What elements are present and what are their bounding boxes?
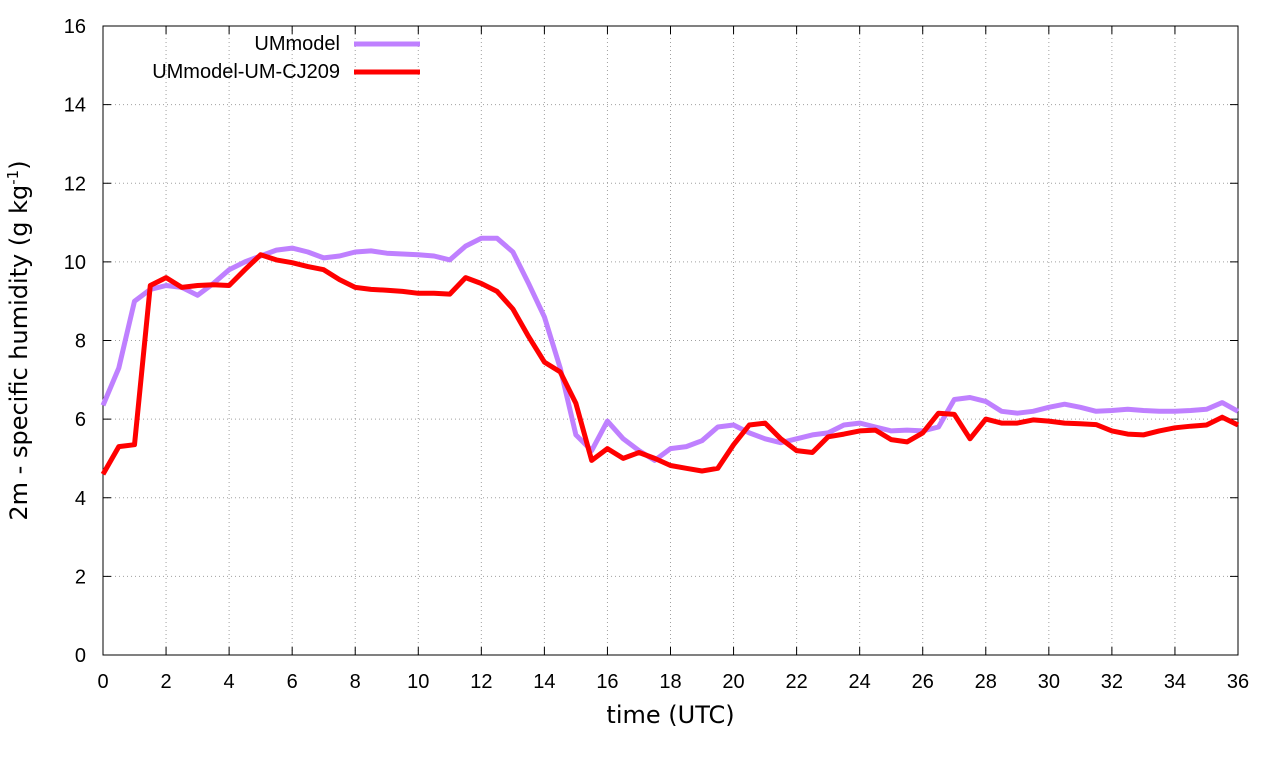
y-tick-label: 0 bbox=[75, 645, 86, 667]
x-tick-label: 12 bbox=[470, 671, 492, 693]
x-tick-label: 18 bbox=[659, 671, 681, 693]
x-tick-label: 8 bbox=[350, 671, 361, 693]
x-tick-label: 28 bbox=[975, 671, 997, 693]
y-tick-label: 10 bbox=[64, 252, 86, 274]
x-tick-label: 32 bbox=[1101, 671, 1123, 693]
ticks: 0 2 4 6 8 10 12 14 16 18 20 22 24 26 28 30 32 34 360246810… bbox=[64, 16, 1249, 693]
x-tick-label: 24 bbox=[849, 671, 871, 693]
x-tick-label: 36 bbox=[1227, 671, 1249, 693]
legend-label-ummodel: UMmodel bbox=[254, 33, 340, 55]
x-tick-label: 26 bbox=[912, 671, 934, 693]
series bbox=[100, 235, 1240, 476]
y-tick-label: 16 bbox=[64, 16, 86, 38]
y-axis-label: 2m - specific humidity (g kg-1) bbox=[4, 160, 33, 520]
x-tick-label: 0 bbox=[97, 671, 108, 693]
x-tick-label: 22 bbox=[785, 671, 807, 693]
y-axis-label-close: ) bbox=[5, 160, 33, 169]
x-tick-label: 16 bbox=[596, 671, 618, 693]
y-axis-label-main: 2m - specific humidity (g kg bbox=[5, 185, 33, 521]
legend: UMmodel UMmodel-UM-CJ209 bbox=[152, 33, 420, 83]
x-tick-label: 14 bbox=[533, 671, 555, 693]
y-tick-label: 2 bbox=[75, 566, 86, 588]
series-line-ummodel bbox=[100, 235, 1240, 463]
series-line-ummodel-um-cj209 bbox=[100, 252, 1240, 476]
x-tick-label: 34 bbox=[1164, 671, 1186, 693]
x-tick-label: 6 bbox=[287, 671, 298, 693]
x-tick-label: 2 bbox=[160, 671, 171, 693]
legend-label-ummodel-um-cj209: UMmodel-UM-CJ209 bbox=[152, 61, 340, 83]
y-tick-label: 4 bbox=[75, 488, 86, 510]
y-tick-label: 8 bbox=[75, 331, 86, 353]
y-tick-label: 14 bbox=[64, 95, 86, 117]
x-axis-label: time (UTC) bbox=[606, 701, 734, 729]
y-tick-label: 6 bbox=[75, 409, 86, 431]
x-tick-label: 20 bbox=[722, 671, 744, 693]
y-axis-label-superscript: -1 bbox=[4, 170, 22, 185]
x-tick-label: 10 bbox=[407, 671, 429, 693]
x-tick-label: 30 bbox=[1038, 671, 1060, 693]
y-tick-label: 12 bbox=[64, 173, 86, 195]
grid bbox=[103, 26, 1238, 655]
x-tick-label: 4 bbox=[224, 671, 235, 693]
